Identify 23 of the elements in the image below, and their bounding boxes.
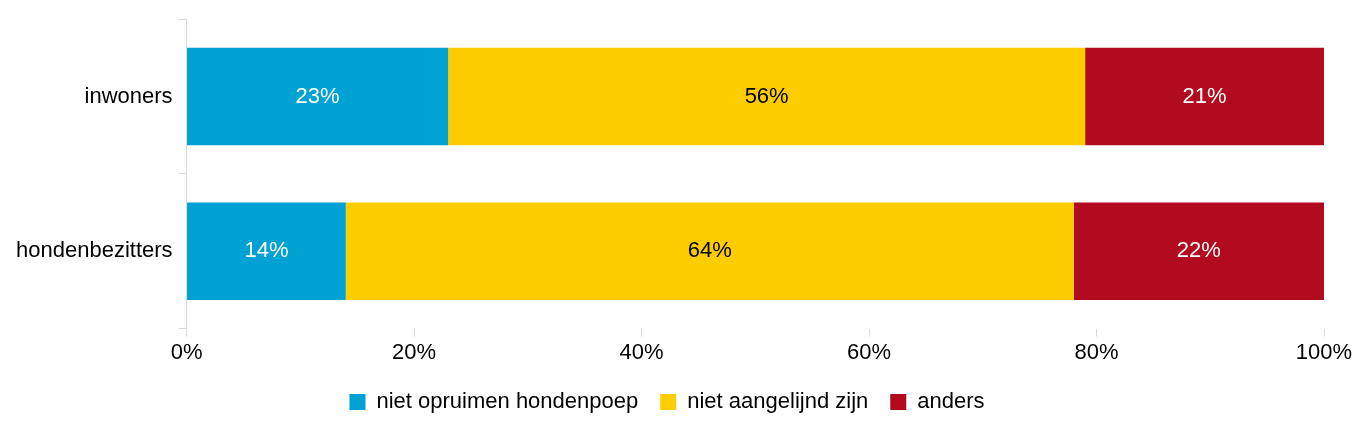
legend-label: anders [917,388,985,414]
bar [345,202,1074,300]
x-tick-label: 40% [619,338,664,364]
legend-label: niet opruimen hondenpoep [376,388,639,414]
x-tick-label: 60% [847,338,892,364]
y-tick-label: inwoners [84,82,173,108]
bar [1073,202,1324,300]
legend-label: niet aangelijnd zijn [687,388,869,414]
data-label: 23% [295,82,340,108]
x-tick-label: 20% [392,338,437,364]
data-label: 56% [744,82,789,108]
x-tick-label: 100% [1295,338,1353,364]
data-label: 21% [1182,82,1227,108]
data-label: 22% [1176,237,1221,263]
data-label: 64% [687,237,732,263]
x-tick-label: 80% [1074,338,1119,364]
data-label: 14% [244,237,289,263]
bar [1085,47,1324,146]
bar [448,47,1086,146]
bar [187,202,346,300]
y-tick-label: hondenbezitters [15,237,173,263]
bar [187,47,449,146]
x-tick-label: 0% [170,338,203,364]
